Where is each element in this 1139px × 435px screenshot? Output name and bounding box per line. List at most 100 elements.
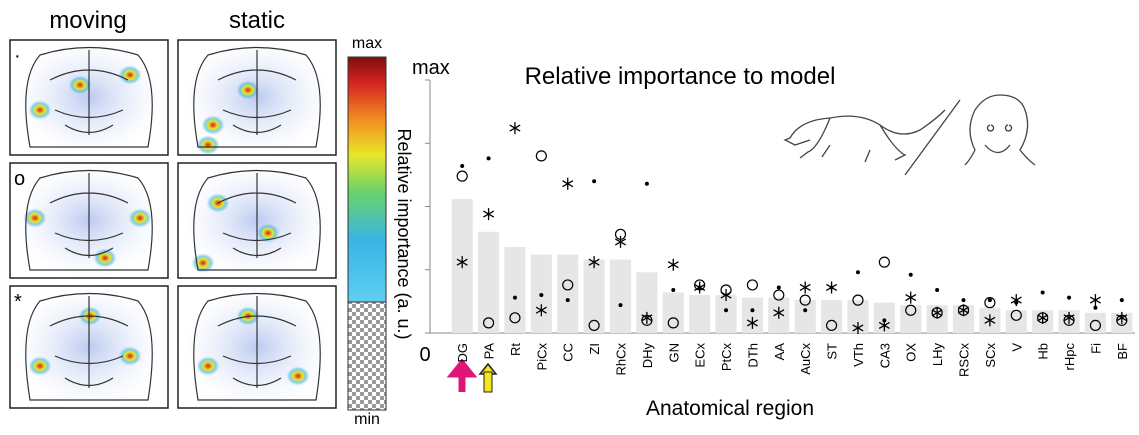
x-axis-label: Anatomical region	[646, 397, 814, 420]
star-marker	[535, 304, 547, 317]
star-marker	[905, 291, 917, 304]
activity	[196, 356, 220, 376]
dot-marker	[512, 295, 517, 300]
x-tick-label: VTh	[851, 343, 866, 367]
activity	[256, 223, 280, 243]
brain-outline	[25, 169, 153, 271]
circle-marker	[773, 289, 785, 301]
brain-outline	[193, 292, 321, 401]
star-marker	[1089, 294, 1101, 307]
bar	[689, 295, 711, 333]
dot-marker	[644, 181, 649, 186]
activity	[286, 366, 310, 386]
circle-marker	[878, 256, 890, 268]
brain-outline	[25, 46, 153, 148]
dot-marker	[1040, 290, 1045, 295]
circle-marker	[588, 319, 600, 332]
x-tick-label: LHy	[930, 343, 945, 367]
colorbar-max: max	[352, 35, 382, 52]
activity	[191, 253, 215, 273]
circle-marker	[1010, 309, 1022, 321]
dot-marker	[1119, 298, 1124, 303]
x-tick-label: DTh	[745, 343, 760, 368]
star-marker	[456, 256, 468, 269]
star-marker	[641, 311, 653, 324]
star-marker	[773, 306, 785, 319]
star-marker	[1063, 311, 1075, 324]
x-tick-label: RSCx	[957, 343, 972, 377]
x-tick-label: PA	[482, 343, 497, 360]
dot-marker	[724, 308, 729, 313]
bar	[504, 246, 526, 333]
dot-marker	[750, 308, 755, 313]
activity	[118, 65, 142, 85]
bar	[583, 259, 605, 333]
bar	[847, 300, 869, 333]
activity	[128, 208, 152, 228]
star-marker	[746, 316, 758, 329]
circle-marker	[562, 279, 574, 291]
x-tick-label: PiCx	[534, 343, 549, 371]
dot-marker	[908, 272, 913, 277]
circle-marker	[905, 304, 917, 316]
dot-marker	[486, 156, 491, 161]
brain-panel	[177, 285, 337, 409]
dot-marker	[618, 303, 623, 308]
bar	[900, 305, 922, 333]
brain-panel	[177, 162, 337, 279]
x-tick-label: SCx	[983, 343, 998, 368]
row-symbol: o	[14, 168, 25, 190]
star-marker	[483, 208, 495, 221]
x-tick-label: BF	[1115, 343, 1130, 360]
y-tick-label: max	[412, 57, 450, 79]
brain-outline	[193, 46, 321, 148]
star-marker	[1116, 311, 1128, 324]
circle-marker	[852, 294, 864, 306]
star-marker	[509, 122, 521, 135]
x-tick-label: rHpc	[1062, 343, 1077, 371]
brain-panel	[9, 39, 169, 156]
x-tick-label: ST	[825, 343, 840, 360]
star-marker	[878, 319, 890, 332]
bar	[741, 297, 763, 333]
dot-marker	[803, 308, 808, 313]
dot-marker	[460, 164, 465, 169]
circle-marker	[456, 170, 468, 182]
dot-marker	[671, 287, 676, 292]
arrow-shaft	[483, 371, 493, 393]
chart: 0 max DG PA Rt PiCx CC ZI RhCx DHy GN ECx PtCx DTh AA A…	[412, 57, 1135, 377]
circle-marker	[509, 312, 521, 324]
y-tick-label: 0	[419, 344, 430, 366]
row-symbol: *	[14, 291, 22, 313]
column-label: static	[229, 7, 285, 34]
chart-title: Relative importance to model	[525, 63, 836, 90]
bar	[794, 300, 816, 333]
brain-panel	[9, 285, 169, 409]
star-marker	[562, 177, 574, 190]
activity	[68, 75, 92, 95]
x-tick-label: CC	[561, 343, 576, 362]
bar	[1005, 310, 1027, 333]
x-tick-label: DHy	[640, 343, 655, 369]
dot-marker	[1067, 295, 1072, 300]
dot-marker	[935, 287, 940, 292]
x-tick-label: OX	[904, 343, 919, 362]
dot-marker	[1093, 305, 1098, 310]
activity	[23, 208, 47, 228]
star-marker	[931, 306, 943, 319]
star-marker	[1010, 294, 1022, 307]
arrow	[446, 358, 478, 392]
x-tick-label: CA3	[877, 343, 892, 368]
x-tick-label: DG	[455, 343, 470, 363]
activity	[196, 135, 220, 155]
star-marker	[667, 258, 679, 271]
circle-marker	[1089, 319, 1102, 332]
activity	[118, 346, 142, 366]
activity	[28, 356, 52, 376]
column-label: moving	[49, 7, 126, 34]
x-tick-label: AA	[772, 343, 787, 361]
bar	[1084, 312, 1106, 333]
colorbar	[347, 56, 387, 303]
circle-marker	[799, 294, 811, 306]
